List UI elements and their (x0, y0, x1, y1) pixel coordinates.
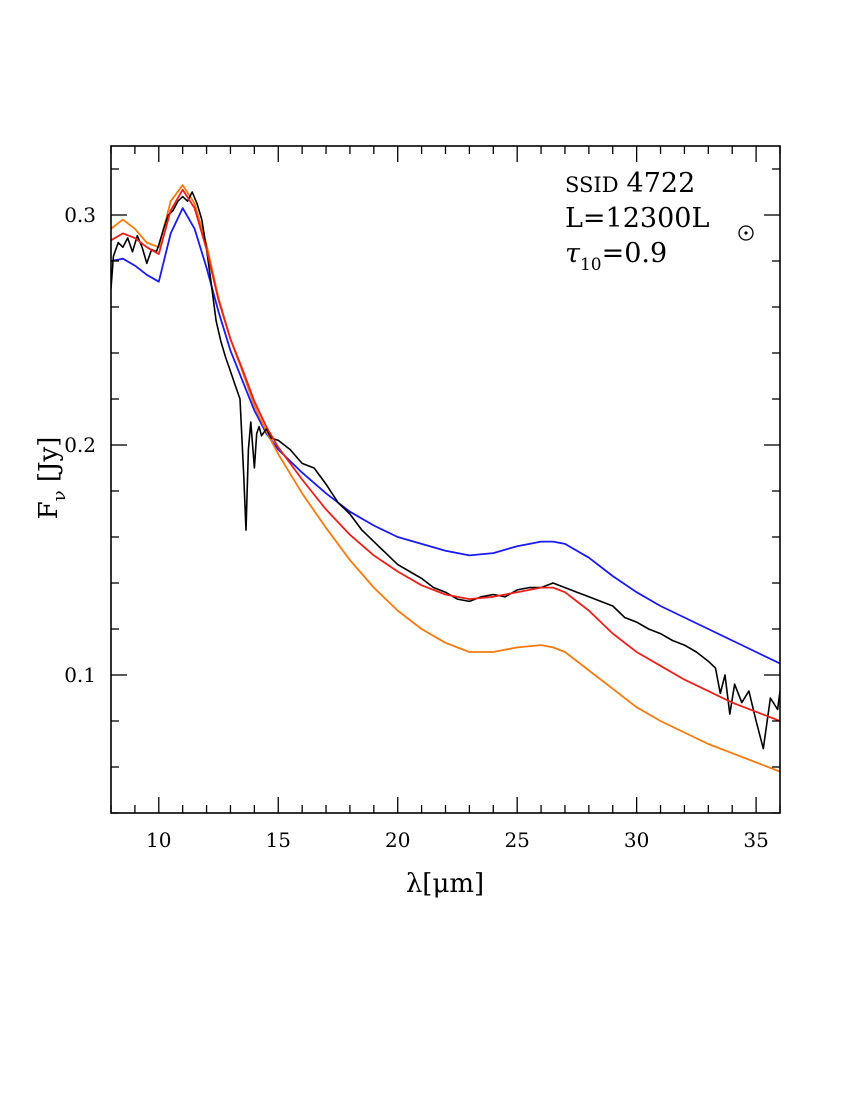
tau-subscript: 10 (580, 255, 602, 275)
tick-layer: 10 15 20 25 30 35 0.1 0.2 0.3 (64, 146, 781, 852)
x-tick-label: 10 (146, 828, 171, 852)
source-prefix: SSID (565, 173, 619, 197)
series-line-1 (111, 191, 780, 750)
solar-symbol-icon (738, 225, 754, 241)
x-tick-label: 25 (504, 828, 529, 852)
luminosity-label: L=12300L (565, 203, 709, 234)
source-label: SSID 4722 (565, 168, 695, 199)
series-layer (111, 184, 780, 773)
tau-symbol: τ (565, 238, 581, 269)
x-tick-label: 20 (385, 828, 410, 852)
y-tick-label: 0.1 (64, 663, 96, 687)
series-line-3 (111, 184, 780, 773)
plot-frame (110, 145, 781, 814)
series-line-2 (111, 188, 780, 722)
x-tick-label: 35 (743, 828, 768, 852)
tau-value: =0.9 (602, 238, 668, 269)
y-axis-title: Fν [Jy] (34, 437, 70, 520)
x-tick-label: 30 (624, 828, 649, 852)
x-axis-title: λ[μm] (406, 869, 484, 899)
annotation-block: SSID 4722 L=12300L τ10=0.9 (565, 168, 754, 275)
tau-label: τ10=0.9 (565, 238, 667, 275)
series-line-4 (111, 207, 780, 665)
y-tick-label: 0.2 (64, 433, 96, 457)
y-axis-title-symbol: F (34, 501, 64, 519)
y-tick-label: 0.3 (64, 203, 96, 227)
y-axis-title-unit: [Jy] (34, 437, 64, 491)
source-id: 4722 (627, 168, 696, 199)
x-tick-label: 15 (266, 828, 291, 852)
y-axis-title-subscript: ν (49, 490, 70, 501)
